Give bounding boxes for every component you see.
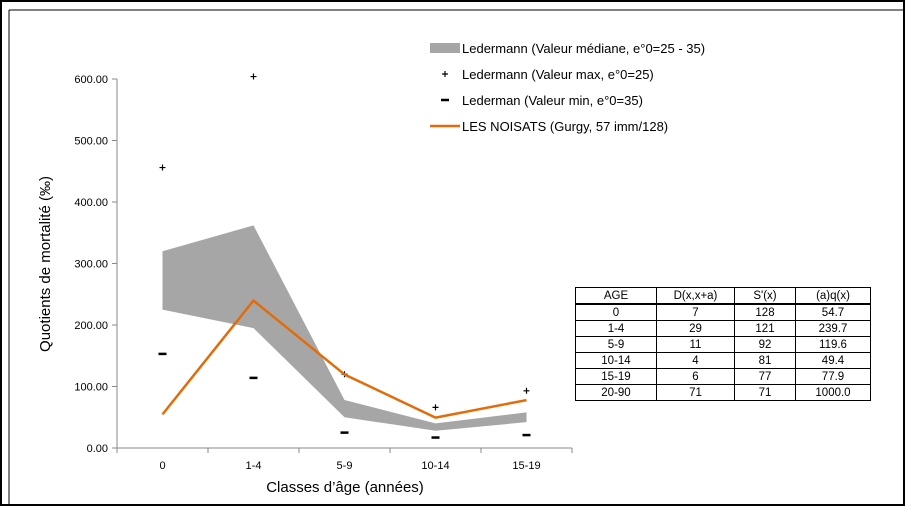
max-point [159, 164, 166, 171]
table-cell: 4 [656, 352, 735, 369]
legend-label: LES NOISATS (Gurgy, 57 imm/128) [462, 119, 668, 134]
max-point [250, 73, 257, 80]
noisats-line [161, 299, 527, 419]
x-axis-label: Classes d’âge (années) [266, 479, 424, 496]
x-tick-label: 5-9 [337, 460, 353, 472]
table-row: 1-4 29 121 239.7 [575, 320, 871, 337]
y-tick-label: 200.00 [74, 320, 108, 332]
legend-label: Lederman (Valeur min, e°0=35) [462, 93, 643, 108]
table-cell: 119.6 [795, 336, 871, 353]
legend-band-swatch [430, 43, 460, 53]
table-cell: 10-14 [575, 352, 657, 369]
y-tick-label: 0.00 [87, 443, 108, 455]
plot-area: 0.00 100.00 200.00 300.00 400.00 500.00 600.00… [74, 73, 573, 472]
table-cell: 49.4 [795, 352, 871, 369]
table-row: 0 7 128 54.7 [575, 303, 871, 321]
legend-plus-marker [442, 71, 448, 77]
x-tick-label: 0 [159, 460, 165, 472]
table-cell: 92 [734, 336, 796, 353]
table-cell: 77 [734, 368, 796, 385]
table-cell: 1000.0 [795, 384, 871, 401]
y-tick-label: 500.00 [74, 136, 108, 148]
table-cell: 128 [734, 303, 796, 321]
legend-label: Ledermann (Valeur max, e°0=25) [462, 67, 654, 82]
table-row: 5-9 11 92 119.6 [575, 336, 871, 353]
x-tick-label: 10-14 [421, 460, 449, 472]
x-tick-label: 15-19 [512, 460, 540, 472]
max-point [432, 404, 439, 411]
table-cell: 7 [656, 303, 735, 321]
table-header-row: AGE D(x,x+a) S'(x) (a)q(x) [575, 287, 871, 305]
table-cell: 6 [656, 368, 735, 385]
legend: Ledermann (Valeur médiane, e°0=25 - 35) L… [430, 41, 705, 134]
table-cell: 20-90 [575, 384, 657, 401]
y-axis-label: Quotients de mortalité (‰) [37, 176, 54, 352]
table-cell: 0 [575, 303, 657, 321]
y-tick-label: 100.00 [74, 382, 108, 394]
median-band-area [162, 225, 527, 431]
y-tick-label: 300.00 [74, 259, 108, 271]
data-table-wrap: AGE D(x,x+a) S'(x) (a)q(x) 0 7 128 54.7 1-4 29 12… [575, 287, 871, 401]
table-cell: 29 [656, 320, 735, 337]
table-cell: 121 [734, 320, 796, 337]
table-header-cell: (a)q(x) [795, 287, 871, 305]
legend-label: Ledermann (Valeur médiane, e°0=25 - 35) [462, 41, 705, 56]
table-cell: 1-4 [575, 320, 657, 337]
table-cell: 239.7 [795, 320, 871, 337]
table-cell: 11 [656, 336, 735, 353]
y-tick-label: 400.00 [74, 197, 108, 209]
max-point [523, 387, 530, 394]
table-cell: 15-19 [575, 368, 657, 385]
table-header-cell: AGE [575, 287, 657, 305]
table-cell: 5-9 [575, 336, 657, 353]
table-cell: 71 [734, 384, 796, 401]
table-cell: 77.9 [795, 368, 871, 385]
x-tick-label: 1-4 [246, 460, 262, 472]
table-cell: 81 [734, 352, 796, 369]
y-tick-label: 600.00 [74, 74, 108, 86]
table-row: 15-19 6 77 77.9 [575, 368, 871, 385]
table-body: 0 7 128 54.7 1-4 29 121 239.7 5-9 11 92 119.6 10-14 4… [575, 303, 871, 401]
table-cell: 71 [656, 384, 735, 401]
table-cell: 54.7 [795, 303, 871, 321]
table-header-cell: D(x,x+a) [656, 287, 735, 305]
table-header-cell: S'(x) [734, 287, 796, 305]
data-table: AGE D(x,x+a) S'(x) (a)q(x) 0 7 128 54.7 1-4 29 12… [575, 287, 871, 401]
table-row: 20-90 71 71 1000.0 [575, 384, 871, 401]
table-row: 10-14 4 81 49.4 [575, 352, 871, 369]
